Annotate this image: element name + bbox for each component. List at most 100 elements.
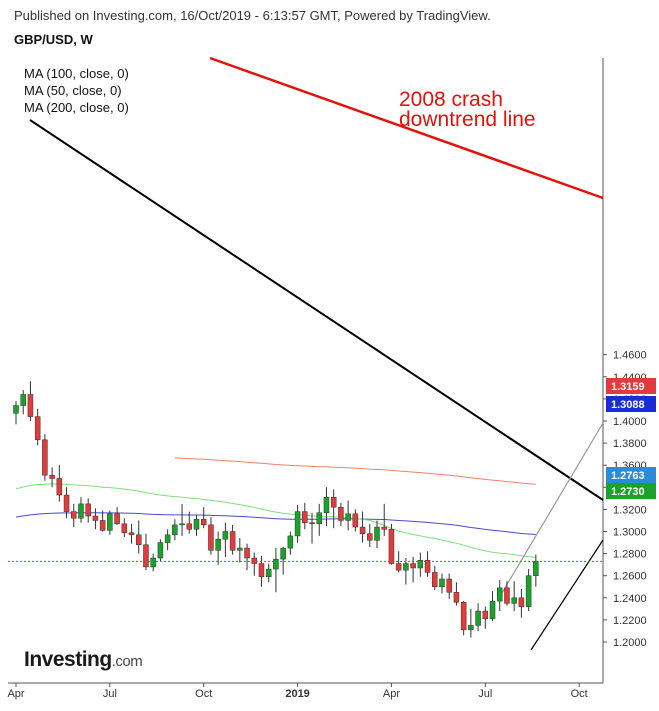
y-tick-label: 1.2600: [613, 571, 647, 583]
legend-ma50: MA (50, close, 0): [24, 83, 122, 98]
x-tick-label: Apr: [7, 688, 24, 700]
candle-body: [56, 478, 63, 496]
x-tick-label: Jul: [478, 688, 492, 700]
legend-ma100: MA (100, close, 0): [24, 66, 129, 81]
price-badge: [606, 396, 656, 412]
y-tick-label: 1.4000: [613, 416, 647, 428]
candle-body: [85, 503, 91, 517]
y-tick-label: 1.3800: [613, 438, 647, 450]
y-tick-label: 1.2800: [613, 549, 647, 561]
candle-body: [352, 513, 359, 528]
x-tick-label: 2019: [285, 688, 309, 700]
price-badge-label: 1.2763: [611, 470, 645, 482]
candle-body: [42, 439, 48, 476]
candle-body: [482, 610, 489, 620]
candle-body: [280, 547, 286, 560]
candle-body: [439, 578, 445, 588]
candle-body: [367, 533, 373, 541]
candle-body: [13, 405, 19, 414]
candle-body: [316, 512, 322, 525]
candle-body: [518, 597, 525, 607]
candle-body: [489, 600, 496, 620]
candles: [13, 381, 539, 638]
candle-body: [323, 496, 330, 513]
candle-body: [258, 563, 265, 578]
candle-body: [200, 519, 207, 526]
candle-body: [460, 601, 467, 631]
candle-body: [208, 524, 214, 551]
downtrend-line: [29, 119, 604, 501]
candle-body: [504, 587, 510, 604]
channel-lower-line: [530, 539, 604, 651]
x-tick-label: Apr: [383, 688, 400, 700]
channel-upper-line: [498, 422, 604, 599]
candle-body: [63, 494, 70, 512]
logo-main: Investing: [24, 648, 112, 671]
candle-body: [222, 531, 229, 540]
candle-body: [533, 561, 539, 576]
candle-body: [135, 534, 142, 546]
candle-body: [215, 538, 221, 551]
moving-averages: [15, 457, 536, 558]
y-tick-label: 1.4600: [613, 350, 647, 362]
candle-body: [475, 610, 481, 626]
y-axis-ticks: 1.2000 1.2200 1.2400 1.2600 1.2800 1.3000 1.32…: [603, 350, 647, 649]
candle-body: [193, 519, 200, 530]
x-tick-label: Oct: [571, 688, 588, 700]
ma50-line: [15, 483, 536, 558]
candle-body: [99, 520, 106, 531]
candle-body: [143, 544, 149, 568]
axis-lines: [8, 58, 604, 684]
candle-body: [381, 526, 387, 530]
price-badge-label: 1.3159: [611, 381, 645, 393]
x-tick-label: Oct: [195, 688, 212, 700]
candle-body: [424, 559, 431, 573]
candle-body: [229, 531, 236, 551]
trendlines: [29, 56, 604, 651]
logo-suffix: .com: [111, 653, 143, 670]
candle-body: [71, 511, 77, 519]
candle-body: [287, 535, 294, 549]
candle-body: [128, 532, 135, 536]
y-tick-label: 1.2400: [613, 593, 647, 605]
candle-body: [446, 578, 452, 593]
x-axis-ticks: Apr Jul Oct 2019 Apr Jul Oct: [7, 683, 588, 700]
candle-body: [417, 559, 424, 569]
candle-body: [244, 547, 250, 559]
candle-body: [345, 513, 351, 521]
candle-body: [114, 513, 120, 525]
candle-body: [34, 416, 41, 441]
candle-body: [107, 513, 113, 531]
candle-body: [511, 597, 517, 604]
symbol-title: GBP/USD, W: [14, 32, 93, 47]
candle-body: [468, 625, 474, 631]
candle-body: [172, 524, 178, 536]
crash-downtrend-line: [209, 56, 604, 200]
y-tick-label: 1.3000: [613, 527, 647, 539]
y-tick-label: 1.3200: [613, 504, 647, 516]
candle-body: [273, 558, 279, 570]
candle-body: [186, 523, 193, 530]
candle-body: [78, 503, 84, 519]
candle-body: [388, 529, 395, 564]
candle-body: [453, 592, 460, 603]
candle-body: [338, 506, 344, 521]
investing-logo: Investing.com: [24, 648, 143, 672]
candle-body: [330, 496, 337, 508]
candle-body: [410, 563, 416, 569]
candle-body: [49, 474, 55, 479]
candle-body: [27, 394, 34, 417]
price-badge: [606, 378, 656, 394]
candle-body: [164, 534, 171, 543]
candle-body: [121, 523, 128, 533]
ma200-line: [174, 457, 536, 485]
x-tick-label: Jul: [103, 688, 117, 700]
candle-body: [359, 526, 366, 534]
price-badge-label: 1.2730: [611, 486, 645, 498]
published-header: Published on Investing.com, 16/Oct/2019 …: [14, 8, 491, 23]
candle-body: [309, 522, 315, 525]
candle-body: [237, 547, 243, 551]
candle-body: [525, 575, 532, 607]
price-badge: [606, 467, 656, 483]
